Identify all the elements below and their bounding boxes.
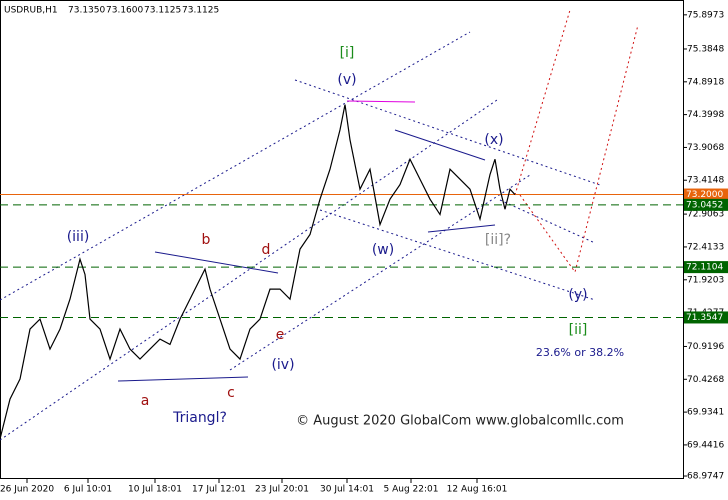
watermark: © August 2020 GlobalCom www.globalcomllc… [296, 414, 624, 429]
x-tick-label: 26 Jun 2020 [0, 485, 54, 495]
y-tick-label: 69.9341 [687, 408, 724, 418]
wave-label: d [262, 242, 271, 258]
y-tick-label: 74.3998 [687, 110, 724, 120]
wave-label: (x) [484, 132, 503, 148]
price-line [0, 104, 516, 440]
wave-label: [ii] [569, 322, 588, 338]
y-tick-label: 75.3848 [687, 44, 724, 54]
x-tick-label: 6 Jul 10:01 [64, 485, 112, 495]
wave-label: [i] [340, 45, 355, 61]
wave-label: e [276, 327, 285, 343]
wave-label: c [227, 385, 235, 401]
trend-lines [0, 9, 639, 441]
y-tick-label: 72.4133 [687, 242, 724, 252]
x-tick-label: 17 Jul 12:01 [192, 485, 246, 495]
level-label: 71.3547 [686, 313, 723, 323]
fib-note: 23.6% or 38.2% [536, 346, 624, 359]
quote-high: 73.1600 [106, 6, 143, 16]
wave-label: b [202, 232, 211, 248]
y-tick-label: 74.8918 [687, 77, 724, 87]
y-tick-label: 69.4416 [687, 440, 724, 450]
y-tick-label: 73.4148 [687, 176, 724, 186]
level-label: 72.1104 [686, 263, 723, 273]
y-tick-label: 70.4268 [687, 375, 724, 385]
x-tick-label: 23 Jul 20:01 [255, 485, 309, 495]
y-tick-label: 75.8973 [687, 10, 724, 20]
level-label: 73.2000 [686, 190, 723, 200]
wave-label: (iii) [67, 229, 90, 245]
x-tick-label: 10 Jul 18:01 [128, 485, 182, 495]
level-box [684, 198, 728, 211]
x-tick-label: 12 Aug 16:01 [447, 485, 508, 495]
level-box [684, 311, 728, 324]
y-tick-label: 71.9203 [687, 275, 724, 285]
wave-label: (iv) [271, 357, 294, 373]
wave-label: (y) [568, 287, 587, 303]
x-tick-label: 30 Jul 14:01 [320, 485, 374, 495]
level-box [684, 261, 728, 274]
y-tick-label: 73.9068 [687, 143, 724, 153]
symbol: USDRUB,H1 [4, 6, 58, 16]
wave-label: (w) [372, 242, 394, 258]
quote-open: 73.1350 [68, 6, 105, 16]
x-tick-label: 5 Aug 22:01 [384, 485, 439, 495]
wave-label: a [141, 393, 150, 409]
plot-frame [0, 0, 684, 479]
pattern-note: Triangl? [172, 410, 227, 426]
y-tick-label: 70.9196 [687, 342, 724, 352]
annotations: [i] (v) (x) (w) [ii]? (y) [ii] 23.6% or … [67, 45, 624, 429]
quote-close: 73.1125 [182, 6, 219, 16]
wave-label: [ii]? [485, 232, 511, 248]
level-box [684, 188, 728, 201]
level-label: 73.0452 [686, 200, 723, 210]
y-tick-label: 72.9063 [687, 210, 724, 220]
quote-low: 73.1125 [144, 6, 181, 16]
wave-label: (v) [337, 72, 356, 88]
y-tick-label: 68.9747 [687, 472, 724, 482]
